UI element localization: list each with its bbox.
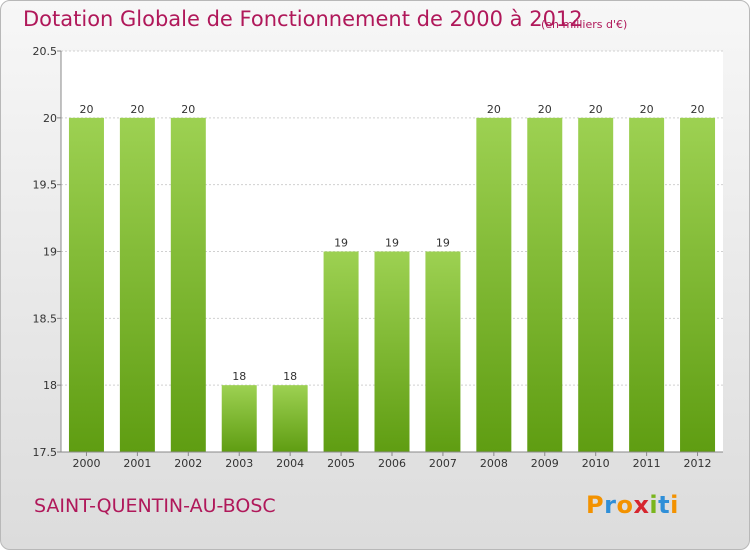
- x-tick-label: 2003: [225, 457, 253, 470]
- data-label: 18: [232, 370, 246, 383]
- data-label: 20: [181, 103, 195, 116]
- data-label: 19: [436, 237, 450, 250]
- x-tick-label: 2005: [327, 457, 355, 470]
- logo-letter: i: [670, 491, 679, 519]
- logo-letter: t: [658, 491, 671, 519]
- data-label: 20: [538, 103, 552, 116]
- bar-2009: [527, 117, 563, 452]
- x-tick-label: 2012: [684, 457, 712, 470]
- data-label: 20: [79, 103, 93, 116]
- bar-2005: [323, 251, 359, 452]
- y-tick-label: 20.5: [33, 45, 58, 58]
- y-tick-label: 19: [43, 246, 57, 259]
- y-tick-label: 19.5: [33, 179, 58, 192]
- logo-letter: x: [633, 491, 650, 519]
- bar-2011: [629, 117, 665, 452]
- bar-2008: [476, 117, 512, 452]
- bar-2002: [170, 117, 206, 452]
- data-label: 20: [130, 103, 144, 116]
- logo-letter: i: [649, 491, 659, 519]
- bar-2000: [68, 117, 104, 452]
- x-tick-label: 2000: [72, 457, 100, 470]
- x-tick-label: 2008: [480, 457, 508, 470]
- x-tick-label: 2004: [276, 457, 304, 470]
- chart-title: Dotation Globale de Fonctionnement de 20…: [23, 7, 583, 31]
- x-tick-label: 2001: [123, 457, 151, 470]
- data-label: 20: [487, 103, 501, 116]
- y-tick-label: 18: [43, 379, 57, 392]
- bar-2012: [680, 117, 716, 452]
- x-tick-label: 2009: [531, 457, 559, 470]
- logo-letter: r: [604, 491, 617, 519]
- y-tick-label: 17.5: [33, 446, 58, 459]
- y-tick-label: 20: [43, 112, 57, 125]
- logo-letter: o: [616, 491, 634, 519]
- data-label: 20: [589, 103, 603, 116]
- unit-label: (en milliers d'€): [541, 18, 628, 31]
- data-label: 19: [334, 237, 348, 250]
- logo-letter: P: [586, 491, 605, 519]
- bar-2010: [578, 117, 614, 452]
- data-label: 18: [283, 370, 297, 383]
- y-tick-label: 18.5: [33, 312, 58, 325]
- x-tick-label: 2010: [582, 457, 610, 470]
- bar-2006: [374, 251, 410, 452]
- data-label: 19: [385, 237, 399, 250]
- bar-2001: [119, 117, 155, 452]
- commune-name: SAINT-QUENTIN-AU-BOSC: [34, 495, 276, 517]
- x-tick-label: 2007: [429, 457, 457, 470]
- bar-2004: [272, 385, 308, 452]
- x-tick-label: 2006: [378, 457, 406, 470]
- proxiti-logo[interactable]: Proxiti: [586, 491, 679, 519]
- bar-2007: [425, 251, 461, 452]
- data-label: 20: [640, 103, 654, 116]
- bar-2003: [221, 385, 257, 452]
- x-tick-label: 2002: [174, 457, 202, 470]
- x-tick-label: 2011: [633, 457, 661, 470]
- data-label: 20: [691, 103, 705, 116]
